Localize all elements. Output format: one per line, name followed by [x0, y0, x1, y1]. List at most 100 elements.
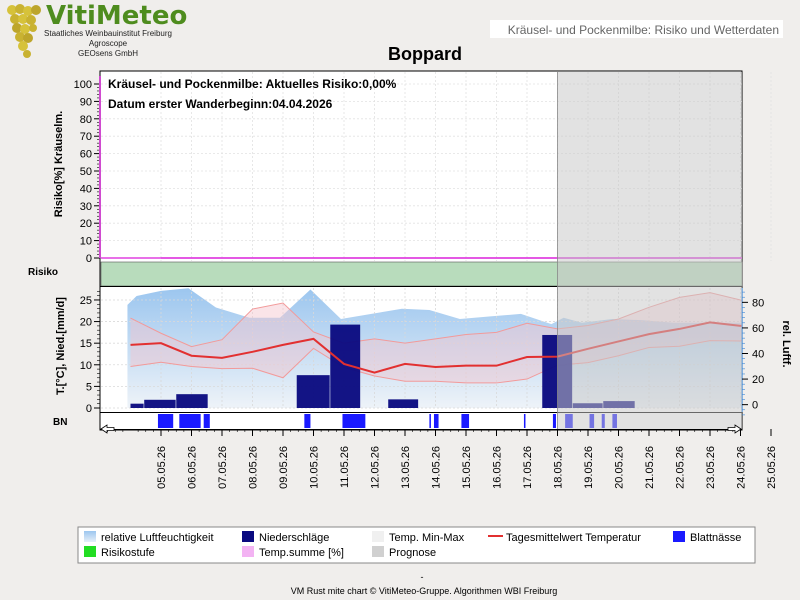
- weather-right-axis-title: rel. Luftf.: [780, 320, 792, 367]
- legend-label: Niederschläge: [259, 532, 329, 544]
- risk-y-tick-label: 30: [80, 201, 92, 213]
- legend-swatch: [84, 546, 96, 557]
- legend-label: relative Luftfeuchtigkeit: [101, 532, 214, 544]
- leaf-wetness-segment: [523, 414, 526, 428]
- leaf-wetness-segment: [552, 414, 556, 428]
- weather-right-tick-label: 20: [752, 374, 764, 386]
- precip-bar: [296, 375, 330, 408]
- weather-axes: 0 5 10 15 20 25 0 20 40 60 80: [80, 288, 764, 416]
- weather-right-tick-label: 60: [752, 323, 764, 335]
- x-tick-label: 24.05.26: [736, 446, 748, 489]
- x-tick-label: 06.05.26: [187, 446, 199, 489]
- x-tick-label: 23.05.26: [705, 446, 717, 489]
- bn-label: BN: [53, 417, 67, 428]
- legend-swatch: [372, 546, 384, 557]
- x-tick-label: 07.05.26: [217, 446, 229, 489]
- leaf-wetness-segment: [304, 414, 311, 428]
- scroll-left-arrow[interactable]: [100, 424, 115, 434]
- precip-bar: [144, 399, 176, 408]
- risk-axis-title: Risiko[%] Kräuselm.: [53, 111, 65, 217]
- legend-label: Temp. Min-Max: [389, 532, 465, 544]
- leaf-wetness-segment: [179, 414, 201, 428]
- org-line-1: Staatliches Weinbauinstitut Freiburg: [44, 29, 172, 38]
- x-tick-label: 09.05.26: [278, 446, 290, 489]
- weather-left-tick-label: 15: [80, 338, 92, 350]
- legend-label: Prognose: [389, 547, 436, 559]
- x-tick-label: 17.05.26: [522, 446, 534, 489]
- grape-icon: [7, 4, 41, 58]
- weather-right-tick-label: 80: [752, 297, 764, 309]
- x-tick-label: 10.05.26: [309, 446, 321, 489]
- legend-swatch: [673, 531, 685, 542]
- x-tick-label: 20.05.26: [614, 446, 626, 489]
- x-tick-label: 12.05.26: [370, 446, 382, 489]
- legend-label: Temp.summe [%]: [259, 547, 344, 559]
- x-tick-label: 25.05.26: [766, 446, 778, 489]
- legend-label: Tagesmittelwert Temperatur: [506, 532, 641, 544]
- risk-band-label: Risiko: [28, 267, 58, 278]
- leaf-wetness-segment: [429, 414, 431, 428]
- leaf-wetness-segment: [203, 414, 210, 428]
- risk-y-tick-label: 100: [74, 79, 92, 91]
- brand-name: VitiMeteo: [46, 1, 187, 31]
- precip-bar: [176, 394, 208, 408]
- precip-bar: [130, 403, 144, 408]
- current-risk-label: Kräusel- und Pockenmilbe: Aktuelles Risi…: [108, 77, 397, 91]
- scroll-right-arrow[interactable]: [727, 424, 742, 434]
- org-line-2: Agroscope: [89, 39, 128, 48]
- x-tick-label: 13.05.26: [400, 446, 412, 489]
- legend-swatch: [242, 546, 254, 557]
- weather-left-tick-label: 25: [80, 295, 92, 307]
- risk-y-tick-label: 70: [80, 131, 92, 143]
- legend-swatch: [372, 531, 384, 542]
- weather-left-tick-label: 0: [86, 403, 92, 415]
- x-tick-label: 05.05.26: [156, 446, 168, 489]
- risk-y-tick-label: 80: [80, 114, 92, 126]
- x-tick-label: 14.05.26: [431, 446, 443, 489]
- x-tick-label: 16.05.26: [492, 446, 504, 489]
- weather-left-axis-title: T.[°C], Nied.[mm/d]: [55, 297, 67, 395]
- x-tick-label: 19.05.26: [583, 446, 595, 489]
- weather-left-tick-label: 20: [80, 317, 92, 329]
- leaf-wetness-segment: [461, 414, 470, 428]
- x-tick-label: 21.05.26: [644, 446, 656, 489]
- footer-dash: -: [421, 572, 424, 582]
- x-tick-label: 11.05.26: [339, 446, 351, 488]
- risk-y-tick-label: 50: [80, 166, 92, 178]
- legend: relative Luftfeuchtigkeit Niederschläge Te…: [77, 526, 756, 564]
- legend-label: Blattnässe: [690, 532, 741, 544]
- x-tick-label: 15.05.26: [461, 446, 473, 489]
- risk-y-tick-label: 90: [80, 96, 92, 108]
- risk-axis: 0 10 20 30 40 50 60 70 80 90 100: [74, 79, 100, 265]
- logo: VitiMeteo Staatliches Weinbauinstitut Fr…: [7, 1, 187, 58]
- time-axis: 05.05.26 06.05.26 07.05.26 08.05.26 09.05.26…: [100, 429, 778, 489]
- chart-title: Boppard: [388, 44, 462, 64]
- legend-label: Risikostufe: [101, 547, 155, 559]
- risk-y-tick-label: 60: [80, 149, 92, 161]
- precip-bar: [388, 399, 419, 408]
- leaf-wetness-segment: [433, 414, 439, 428]
- footer-credit: VM Rust mite chart © VitiMeteo-Gruppe. A…: [291, 586, 558, 596]
- risk-y-tick-label: 40: [80, 183, 92, 195]
- x-tick-label: 08.05.26: [248, 446, 260, 489]
- weather-left-tick-label: 5: [86, 381, 92, 393]
- leaf-wetness-segment: [342, 414, 366, 428]
- x-tick-label: 22.05.26: [675, 446, 687, 489]
- risk-y-tick-label: 20: [80, 218, 92, 230]
- forecast-overlay: [557, 72, 742, 429]
- page-heading-box: [490, 20, 783, 38]
- legend-swatch: [84, 531, 96, 542]
- leaf-wetness-segment: [157, 414, 174, 428]
- legend-swatch: [242, 531, 254, 542]
- x-tick-label: 18.05.26: [553, 446, 565, 489]
- weather-right-tick-label: 40: [752, 349, 764, 361]
- page-heading: Kräusel- und Pockenmilbe: Risiko und Wet…: [508, 23, 779, 37]
- weather-left-tick-label: 10: [80, 360, 92, 372]
- first-migration-label: Datum erster Wanderbeginn:04.04.2026: [108, 97, 333, 111]
- risk-y-tick-label: 0: [86, 253, 92, 265]
- risk-y-tick-label: 10: [80, 236, 92, 248]
- org-line-3: GEOsens GmbH: [78, 49, 138, 58]
- weather-right-tick-label: 0: [752, 400, 758, 412]
- leaf-wetness-row: [157, 414, 617, 428]
